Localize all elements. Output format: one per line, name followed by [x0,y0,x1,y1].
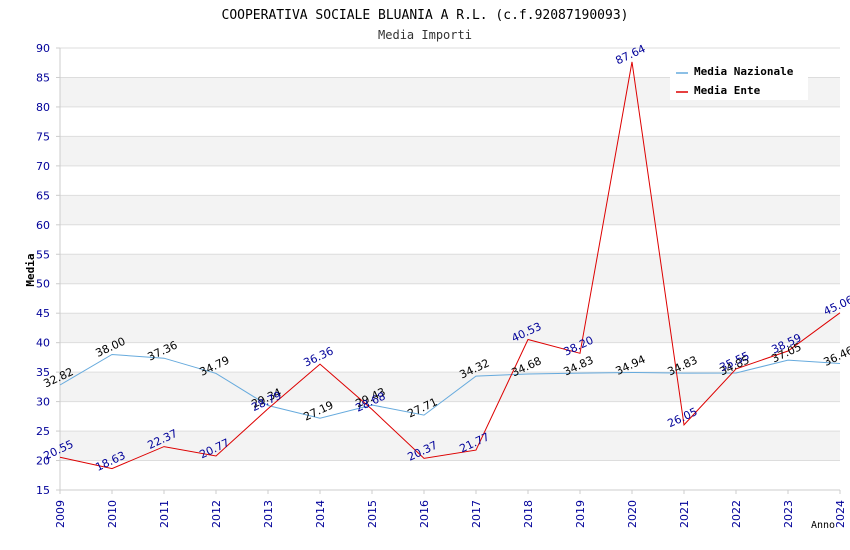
y-tick-label: 15 [36,484,50,497]
y-tick-label: 70 [36,160,50,173]
grid-band [60,136,840,166]
x-tick-label: 2020 [626,500,639,528]
series-line-media-nazionale [59,353,841,419]
x-tick-label: 2019 [574,500,587,528]
x-axis-label: Anno [811,520,835,531]
legend: Media Nazionale Media Ente [670,60,808,100]
data-label: 26.05 [665,405,699,430]
grid-band [60,313,840,343]
y-tick-label: 80 [36,101,50,114]
y-tick-label: 35 [36,366,50,379]
y-tick-label: 65 [36,189,50,202]
x-tick-label: 2012 [210,500,223,528]
legend-box [670,60,808,100]
y-tick-label: 55 [36,248,50,261]
chart-title: COOPERATIVA SOCIALE BLUANIA A R.L. (c.f.… [222,8,629,23]
y-tick-label: 20 [36,455,50,468]
y-tick-label: 40 [36,337,50,350]
chart-subtitle: Media Importi [378,28,472,42]
y-axis-label: Media [24,253,37,286]
x-tick-label: 2014 [314,500,327,528]
x-tick-label: 2013 [262,500,275,528]
legend-label-media-ente: Media Ente [694,84,761,97]
x-tick-label: 2024 [834,500,847,528]
x-tick-label: 2022 [730,500,743,528]
y-tick-label: 90 [36,42,50,55]
data-label: 27.19 [301,398,335,423]
y-tick-label: 60 [36,219,50,232]
x-tick-label: 2016 [418,500,431,528]
y-tick-label: 85 [36,71,50,84]
y-tick-label: 50 [36,278,50,291]
data-label: 87.64 [613,42,647,67]
x-tick-label: 2017 [470,500,483,528]
series-line-media-ente [59,61,841,470]
y-tick-label: 30 [36,396,50,409]
y-tick-label: 75 [36,130,50,143]
y-tick-label: 45 [36,307,50,320]
x-tick-label: 2011 [158,500,171,528]
grid-band [60,431,840,461]
x-tick-label: 2010 [106,500,119,528]
grid-band [60,254,840,284]
x-tick-label: 2015 [366,500,379,528]
x-tick-label: 2023 [782,500,795,528]
y-tick-label: 25 [36,425,50,438]
data-label: 36.46 [821,344,850,369]
x-tick-label: 2021 [678,500,691,528]
legend-label-media-nazionale: Media Nazionale [694,65,794,78]
grid-band [60,195,840,225]
x-tick-label: 2009 [54,500,67,528]
x-tick-label: 2018 [522,500,535,528]
